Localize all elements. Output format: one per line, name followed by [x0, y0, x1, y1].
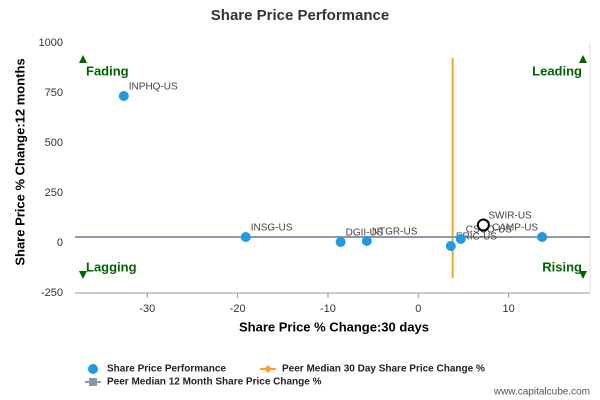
legend-symbol [88, 364, 98, 374]
quadrant-label: Fading [86, 63, 129, 78]
x-tick-label: 0 [415, 303, 421, 315]
y-tick-label: 0 [57, 237, 63, 249]
point-label: CAMP-US [492, 223, 538, 234]
y-tick-label: 250 [45, 187, 63, 199]
point [445, 241, 456, 251]
point [335, 237, 346, 247]
point-label: ERIC-US [456, 232, 497, 243]
y-axis-title: Share Price % Change:12 months [12, 58, 27, 265]
y-tick-label: 750 [45, 87, 63, 99]
quadrant-label: Lagging [86, 259, 137, 274]
x-axis-title: Share Price % Change:30 days [239, 319, 429, 334]
corner-marker [79, 55, 87, 63]
corner-marker [79, 271, 87, 279]
point [537, 232, 548, 242]
x-tick-label: -20 [230, 303, 246, 315]
point [240, 232, 251, 242]
x-tick-label: 10 [503, 303, 515, 315]
point-label: SWIR-US [488, 211, 532, 222]
y-tick-label: 1000 [39, 37, 63, 49]
point [118, 91, 129, 101]
point-label: CSCO-US [466, 225, 512, 236]
legend-symbol [264, 365, 272, 373]
x-tick-label: -30 [139, 303, 155, 315]
legend-label: Share Price Performance [107, 364, 226, 375]
y-tick-label: -250 [41, 287, 63, 299]
credit: www.capitalcube.com [493, 387, 590, 398]
corner-marker [579, 55, 587, 63]
legend-label: Peer Median 12 Month Share Price Change … [107, 377, 322, 388]
chart-title: Share Price Performance [211, 7, 389, 24]
corner-marker [579, 271, 587, 279]
point-label: DGII-US [346, 228, 384, 239]
legend-label: Peer Median 30 Day Share Price Change % [282, 364, 485, 375]
point [455, 234, 466, 244]
point [476, 218, 490, 232]
point [361, 236, 372, 246]
y-tick-label: 500 [45, 137, 63, 149]
quadrant-label: Leading [532, 63, 582, 78]
point-label: INPHQ-US [129, 82, 178, 93]
legend-symbol [89, 378, 97, 386]
point-label: NTGR-US [372, 227, 418, 238]
point-label: INSG-US [251, 223, 293, 234]
quadrant-label: Rising [542, 259, 582, 274]
x-tick-label: -10 [320, 303, 336, 315]
